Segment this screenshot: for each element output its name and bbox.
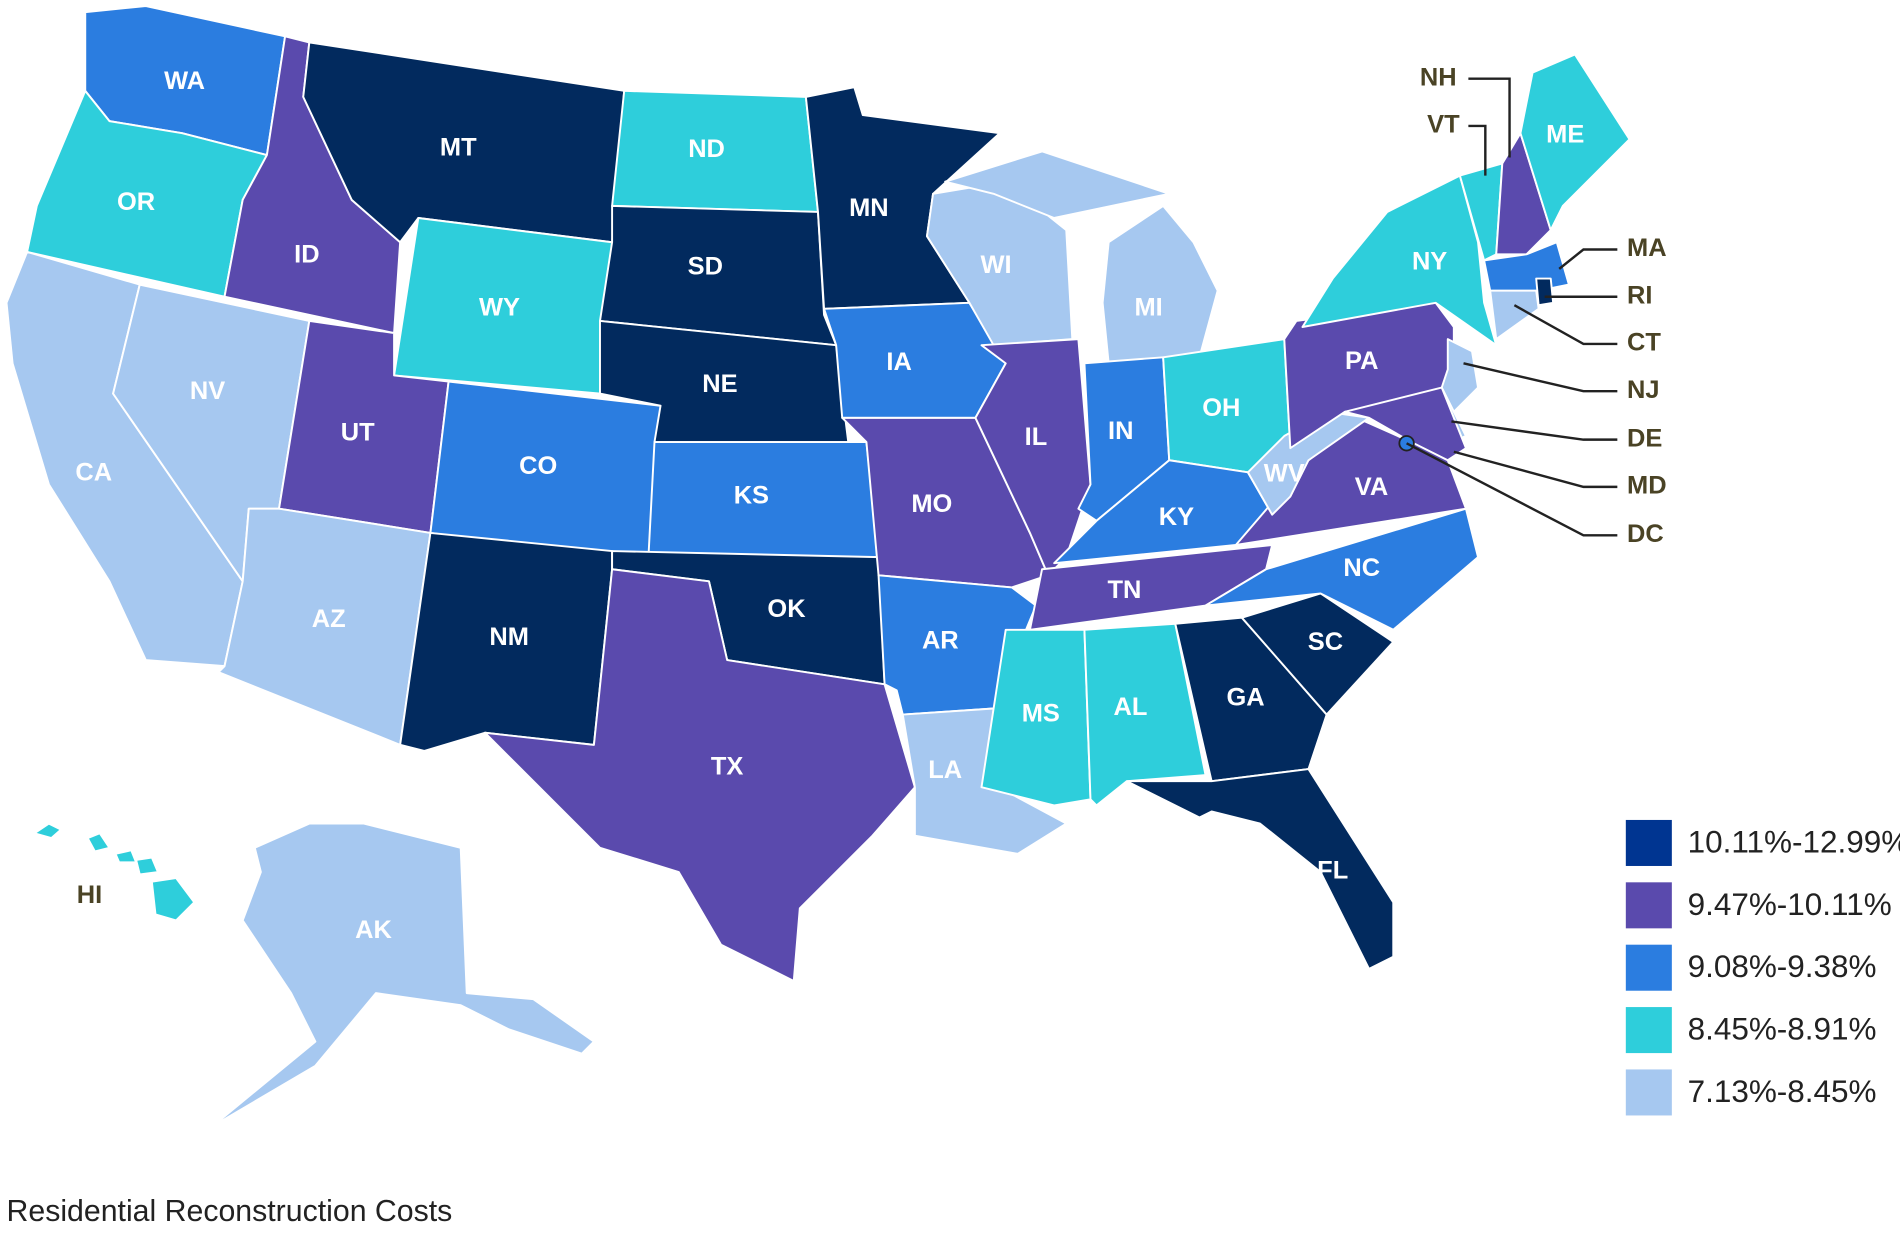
state-label-MS: MS bbox=[1022, 699, 1060, 727]
state-label-VA: VA bbox=[1355, 473, 1388, 501]
state-SC bbox=[1240, 592, 1395, 716]
legend-swatch bbox=[1625, 882, 1672, 929]
state-AK bbox=[211, 822, 595, 1128]
state-RI bbox=[1535, 277, 1555, 307]
state-label-TN: TN bbox=[1107, 576, 1141, 604]
state-label-MI: MI bbox=[1135, 294, 1163, 322]
state-label-TX: TX bbox=[711, 753, 744, 781]
state-label-OH: OH bbox=[1202, 394, 1240, 422]
state-label-MD: MD bbox=[1627, 472, 1667, 500]
state-label-NY: NY bbox=[1412, 248, 1447, 276]
state-label-WY: WY bbox=[479, 294, 520, 322]
state-label-AK: AK bbox=[355, 916, 392, 944]
state-FL bbox=[1125, 768, 1395, 970]
state-label-RI: RI bbox=[1627, 281, 1652, 309]
state-CT bbox=[1489, 289, 1540, 341]
state-label-NC: NC bbox=[1343, 554, 1380, 582]
state-label-HI: HI bbox=[77, 881, 102, 909]
state-label-WV: WV bbox=[1264, 459, 1305, 487]
state-MD bbox=[1343, 386, 1467, 462]
leader-line-CT bbox=[1513, 304, 1618, 346]
state-label-IA: IA bbox=[886, 348, 911, 376]
state-ME bbox=[1519, 53, 1631, 232]
state-label-SD: SD bbox=[688, 252, 723, 280]
states-layer bbox=[5, 5, 1631, 1128]
state-label-IN: IN bbox=[1108, 417, 1133, 445]
legend-label: 8.45%-8.91% bbox=[1688, 1012, 1877, 1047]
state-label-GA: GA bbox=[1226, 684, 1264, 712]
state-label-MA: MA bbox=[1627, 234, 1667, 262]
state-label-AL: AL bbox=[1114, 693, 1148, 721]
legend-label: 7.13%-8.45% bbox=[1688, 1074, 1877, 1109]
legend-swatch bbox=[1625, 1069, 1672, 1116]
state-label-WI: WI bbox=[980, 251, 1011, 279]
legend: 10.11%-12.99% 9.47%-10.11% 9.08%-9.38% 8.45… bbox=[1625, 819, 1900, 1116]
legend-swatch bbox=[1625, 944, 1672, 991]
map-title: Residential Reconstruction Costs bbox=[7, 1195, 453, 1228]
legend-label: 9.08%-9.38% bbox=[1688, 949, 1877, 984]
leader-line-VT bbox=[1468, 124, 1487, 176]
state-label-UT: UT bbox=[341, 418, 375, 446]
state-label-LA: LA bbox=[928, 756, 962, 784]
state-label-CA: CA bbox=[75, 458, 112, 486]
state-label-IL: IL bbox=[1025, 423, 1048, 451]
state-label-CT: CT bbox=[1627, 329, 1661, 357]
state-NH bbox=[1495, 132, 1552, 256]
leader-line-MD bbox=[1453, 450, 1618, 489]
state-label-AR: AR bbox=[922, 627, 959, 655]
state-label-PA: PA bbox=[1345, 347, 1378, 375]
state-DC bbox=[1398, 435, 1415, 452]
leader-lines bbox=[1406, 77, 1618, 537]
state-label-VT: VT bbox=[1427, 111, 1460, 139]
state-label-NV: NV bbox=[190, 377, 225, 405]
state-NC bbox=[1204, 507, 1480, 631]
state-label-SC: SC bbox=[1308, 628, 1343, 656]
state-label-OK: OK bbox=[767, 595, 806, 623]
state-label-NE: NE bbox=[702, 370, 737, 398]
leader-line-DE bbox=[1451, 420, 1618, 441]
leader-line-NH bbox=[1468, 77, 1511, 158]
leader-line-MA bbox=[1558, 248, 1618, 270]
state-label-MT: MT bbox=[440, 134, 477, 162]
state-label-NH: NH bbox=[1420, 63, 1457, 91]
state-label-MN: MN bbox=[849, 194, 889, 222]
state-label-OR: OR bbox=[117, 188, 155, 216]
state-label-ID: ID bbox=[294, 240, 319, 268]
state-label-NJ: NJ bbox=[1627, 376, 1660, 404]
state-label-CO: CO bbox=[519, 452, 557, 480]
legend-label: 9.47%-10.11% bbox=[1688, 887, 1892, 922]
state-HI bbox=[33, 822, 196, 922]
leader-line-NJ bbox=[1463, 362, 1618, 393]
state-TX bbox=[483, 568, 916, 982]
state-label-MO: MO bbox=[911, 490, 952, 518]
leader-line-DC bbox=[1406, 442, 1618, 537]
legend-label: 10.11%-12.99% bbox=[1688, 824, 1900, 859]
state-label-ND: ND bbox=[688, 135, 725, 163]
state-label-KS: KS bbox=[734, 481, 769, 509]
state-label-AZ: AZ bbox=[312, 605, 346, 633]
state-label-KY: KY bbox=[1159, 503, 1194, 531]
legend-swatch bbox=[1625, 819, 1672, 866]
state-GA bbox=[1174, 616, 1328, 783]
state-labels: WA OR CA NV ID MT WY UT AZ CO NM ND SD NE KS OK TX MN IA MO… bbox=[75, 63, 1666, 944]
state-label-DE: DE bbox=[1627, 424, 1662, 452]
state-label-FL: FL bbox=[1317, 857, 1348, 885]
state-MI bbox=[944, 150, 1219, 365]
state-label-WA: WA bbox=[164, 67, 205, 95]
legend-swatch bbox=[1625, 1007, 1672, 1054]
state-label-ME: ME bbox=[1546, 120, 1584, 148]
state-label-NM: NM bbox=[489, 623, 529, 651]
state-label-DC: DC bbox=[1627, 520, 1664, 548]
